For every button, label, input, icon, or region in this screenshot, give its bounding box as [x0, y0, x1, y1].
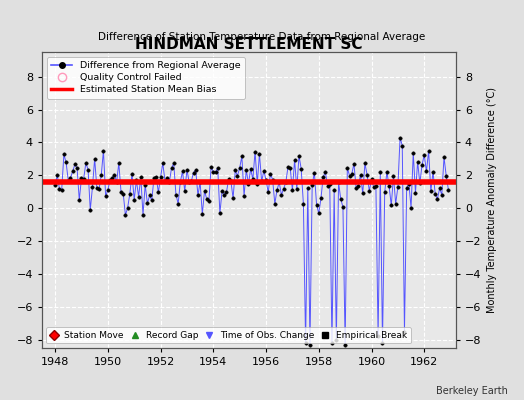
- Y-axis label: Monthly Temperature Anomaly Difference (°C): Monthly Temperature Anomaly Difference (…: [487, 87, 497, 313]
- Text: Berkeley Earth: Berkeley Earth: [436, 386, 508, 396]
- Title: HINDMAN SETTLEMENT SC: HINDMAN SETTLEMENT SC: [135, 37, 363, 52]
- Legend: Station Move, Record Gap, Time of Obs. Change, Empirical Break: Station Move, Record Gap, Time of Obs. C…: [47, 327, 411, 344]
- Text: Difference of Station Temperature Data from Regional Average: Difference of Station Temperature Data f…: [99, 32, 425, 42]
